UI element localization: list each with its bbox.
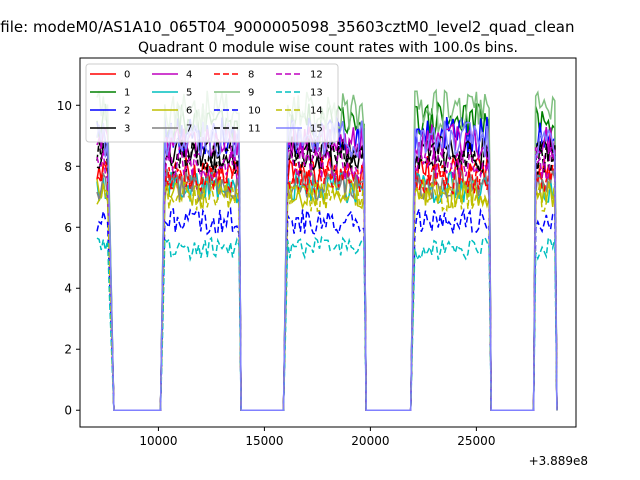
legend-label: 15 [310, 124, 323, 135]
chart-title: Quadrant 0 module wise count rates with … [138, 40, 518, 56]
legend-label: 14 [310, 106, 323, 117]
x-tick-label: 25000 [457, 434, 495, 448]
legend-label: 1 [124, 88, 130, 99]
series-line-5 [96, 170, 558, 411]
y-tick-label: 6 [64, 221, 72, 235]
x-tick-label: 15000 [245, 434, 283, 448]
axes: 10000 15000 20000 25000 0 2 4 6 8 10 [57, 99, 496, 448]
series-line-8 [96, 160, 558, 411]
x-axis-offset-label: +3.889e8 [529, 454, 588, 468]
legend-label: 2 [124, 106, 130, 117]
series-line-11 [96, 139, 558, 411]
series-line-7 [96, 166, 558, 411]
x-tick-label: 20000 [351, 434, 389, 448]
y-tick-label: 8 [64, 160, 72, 174]
series-line-13 [96, 235, 558, 411]
chart-suptitle: n file: modeM0/AS1A10_065T04_9000005098_… [0, 18, 575, 37]
legend-frame [85, 63, 339, 143]
series-line-6 [96, 176, 558, 411]
legend-label: 0 [124, 70, 130, 81]
x-tick-label: 10000 [139, 434, 177, 448]
series-line-12 [96, 145, 558, 411]
y-tick-label: 2 [64, 343, 72, 357]
plot-area-frame [79, 57, 577, 428]
legend-label: 3 [124, 124, 130, 135]
legend-label: 13 [310, 88, 323, 99]
legend-label: 11 [248, 124, 261, 135]
legend-label: 7 [186, 124, 192, 135]
legend-label: 6 [186, 106, 192, 117]
legend-label: 12 [310, 70, 323, 81]
y-tick-label: 0 [64, 404, 72, 418]
legend-label: 4 [186, 70, 192, 81]
legend-label: 10 [248, 106, 261, 117]
y-tick-label: 4 [64, 282, 72, 296]
series-line-14 [96, 181, 558, 411]
series-line-10 [96, 206, 558, 411]
legend-label: 8 [248, 70, 254, 81]
y-tick-label: 10 [57, 99, 72, 113]
legend-label: 9 [248, 88, 254, 99]
legend-label: 5 [186, 88, 192, 99]
